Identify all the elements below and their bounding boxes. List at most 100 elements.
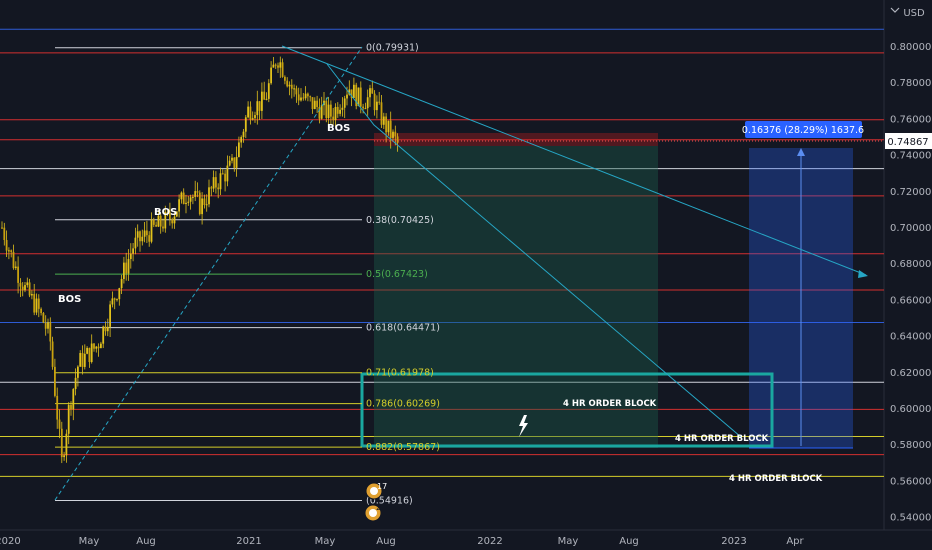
x-tick-label: Aug — [136, 536, 156, 547]
candle-body — [371, 88, 374, 94]
candle-body — [247, 106, 249, 118]
candle-body — [109, 304, 111, 327]
x-tick-label: Aug — [376, 536, 396, 547]
candle-body — [86, 347, 88, 354]
candle-body — [106, 326, 109, 332]
candle-body — [134, 237, 137, 249]
candle-body — [93, 343, 95, 349]
candle-body — [219, 173, 222, 190]
candle-body — [180, 192, 183, 200]
event-badge-top[interactable]: 17 — [365, 482, 387, 500]
candle-body — [102, 326, 105, 344]
candle-body — [116, 299, 118, 301]
candle-body — [100, 343, 102, 349]
candle-body — [270, 67, 272, 84]
take-profit-zone[interactable] — [374, 146, 658, 448]
bos-label-1: BOS — [58, 294, 81, 305]
candle-body — [304, 93, 307, 99]
candle-body — [189, 197, 192, 202]
candle-body — [311, 97, 314, 109]
candle-body — [215, 177, 217, 188]
candle-body — [385, 116, 387, 133]
x-tick-label: May — [315, 536, 336, 547]
candle-body — [221, 173, 224, 175]
candle-body — [5, 240, 8, 251]
candle-body — [194, 191, 197, 197]
candle-body — [203, 198, 206, 205]
candle-body — [21, 286, 24, 291]
y-tick-label: 0.74000 — [890, 151, 931, 162]
candle-body — [65, 433, 68, 456]
y-tick-label: 0.56000 — [890, 476, 931, 487]
candle-body — [169, 212, 171, 220]
candle-body — [97, 346, 100, 349]
x-tick-label: Apr — [786, 536, 804, 547]
candle-body — [286, 80, 289, 87]
order-block-label-1: 4 HR ORDER BLOCK — [563, 399, 657, 409]
candle-body — [28, 282, 31, 296]
candle-body — [152, 219, 155, 225]
measure-tag-text: 0.16376 (28.29%) 1637.6 — [742, 125, 864, 136]
candle-body — [281, 62, 284, 77]
candle-body — [162, 226, 164, 229]
candle-body — [67, 405, 70, 434]
projection-path[interactable] — [326, 63, 742, 438]
event-badge-count: 2 — [376, 503, 381, 512]
candle-body — [79, 353, 82, 367]
fibonacci-retracement[interactable]: 0(0.79931) 0.38(0.70425) 0.5(0.67423) 0.618… — [55, 43, 440, 507]
candle-body — [261, 91, 263, 111]
order-block-box[interactable] — [360, 372, 774, 448]
candle-body — [369, 88, 371, 98]
y-tick-label: 0.68000 — [890, 259, 931, 270]
candle-body — [132, 248, 134, 254]
x-tick-label: 2023 — [721, 536, 746, 547]
chevron-down-icon[interactable] — [890, 7, 900, 13]
candle-body — [26, 282, 29, 286]
x-axis[interactable]: 2020 May Aug 2021 May Aug 2022 May Aug 2023 Apr — [0, 536, 805, 547]
stop-loss-zone[interactable] — [374, 133, 658, 146]
candle-body — [178, 199, 180, 212]
event-badge-inner — [370, 487, 378, 495]
candle-body — [17, 266, 19, 283]
candle-body — [272, 64, 275, 68]
candle-body — [224, 173, 226, 182]
candlestick-series — [1, 56, 399, 464]
fib-trend-line[interactable] — [54, 46, 363, 501]
bos-label-2: BOS — [154, 207, 177, 218]
candle-body — [277, 65, 279, 68]
currency-label: USD — [903, 8, 925, 19]
y-axis[interactable]: 0.80000 0.78000 0.76000 0.74000 0.72000 0.700… — [890, 42, 931, 524]
candle-body — [90, 343, 93, 362]
candle-body — [353, 84, 355, 98]
candle-body — [300, 97, 302, 101]
candle-body — [290, 84, 293, 89]
event-badge-bottom[interactable]: 2 — [364, 503, 382, 522]
horizontal-level-lines[interactable] — [0, 28, 884, 477]
candle-body — [325, 100, 328, 119]
candle-body — [366, 97, 369, 109]
candle-body — [95, 346, 98, 349]
candle-body — [267, 83, 270, 99]
candle-body — [392, 131, 394, 138]
candle-body — [341, 107, 344, 110]
candle-body — [74, 377, 77, 390]
candle-body — [14, 266, 17, 269]
order-block-label-3: 4 HR ORDER BLOCK — [729, 474, 823, 484]
candle-body — [343, 98, 346, 108]
candle-body — [56, 395, 59, 420]
candle-body — [279, 62, 282, 68]
candle-body — [362, 106, 364, 109]
candle-body — [150, 219, 153, 242]
descending-trendline[interactable] — [281, 45, 867, 276]
candle-body — [256, 101, 259, 116]
candle-body — [244, 117, 247, 132]
current-price-text: 0.74867 — [887, 137, 928, 148]
y-tick-label: 0.76000 — [890, 114, 931, 125]
candle-body — [389, 120, 392, 138]
candle-body — [111, 298, 114, 305]
candle-body — [44, 322, 47, 329]
event-badge-inner — [369, 509, 377, 517]
candle-body — [83, 353, 86, 367]
